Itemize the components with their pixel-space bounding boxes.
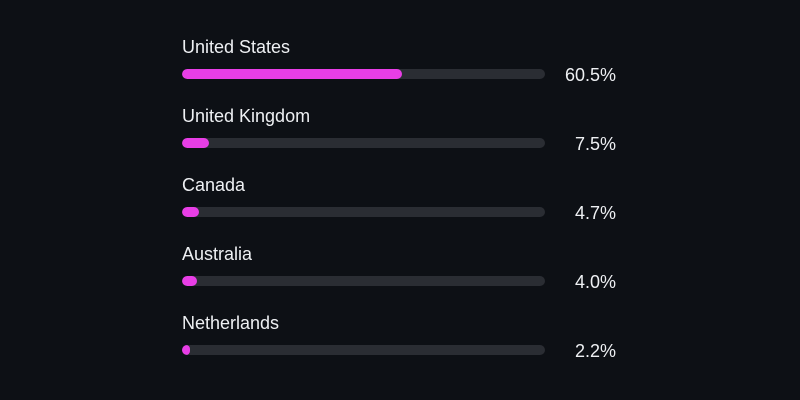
percentage-value: 4.0% (574, 272, 616, 292)
country-row-netherlands: Netherlands 2.2% (182, 311, 622, 380)
progress-fill (182, 276, 197, 286)
country-name: Canada (182, 175, 246, 195)
country-name: United Kingdom (182, 106, 311, 126)
percentage-value: 7.5% (574, 134, 616, 154)
progress-fill (182, 207, 200, 217)
progress-track (182, 138, 545, 148)
progress-fill (182, 69, 402, 79)
country-list: United States 60.5% United Kingdom 7.5% … (182, 35, 622, 380)
country-name: Australia (182, 244, 253, 264)
country-row-canada: Canada 4.7% (182, 173, 622, 242)
country-name: Netherlands (182, 313, 280, 333)
progress-track (182, 345, 545, 355)
country-row-australia: Australia 4.0% (182, 242, 622, 311)
progress-track (182, 69, 545, 79)
percentage-value: 2.2% (574, 341, 616, 361)
progress-track (182, 207, 545, 217)
country-row-united-states: United States 60.5% (182, 35, 622, 104)
percentage-value: 4.7% (574, 203, 616, 223)
country-row-united-kingdom: United Kingdom 7.5% (182, 104, 622, 173)
progress-track (182, 276, 545, 286)
progress-fill (182, 345, 190, 355)
country-name: United States (182, 37, 291, 57)
percentage-value: 60.5% (564, 65, 616, 85)
progress-fill (182, 138, 210, 148)
